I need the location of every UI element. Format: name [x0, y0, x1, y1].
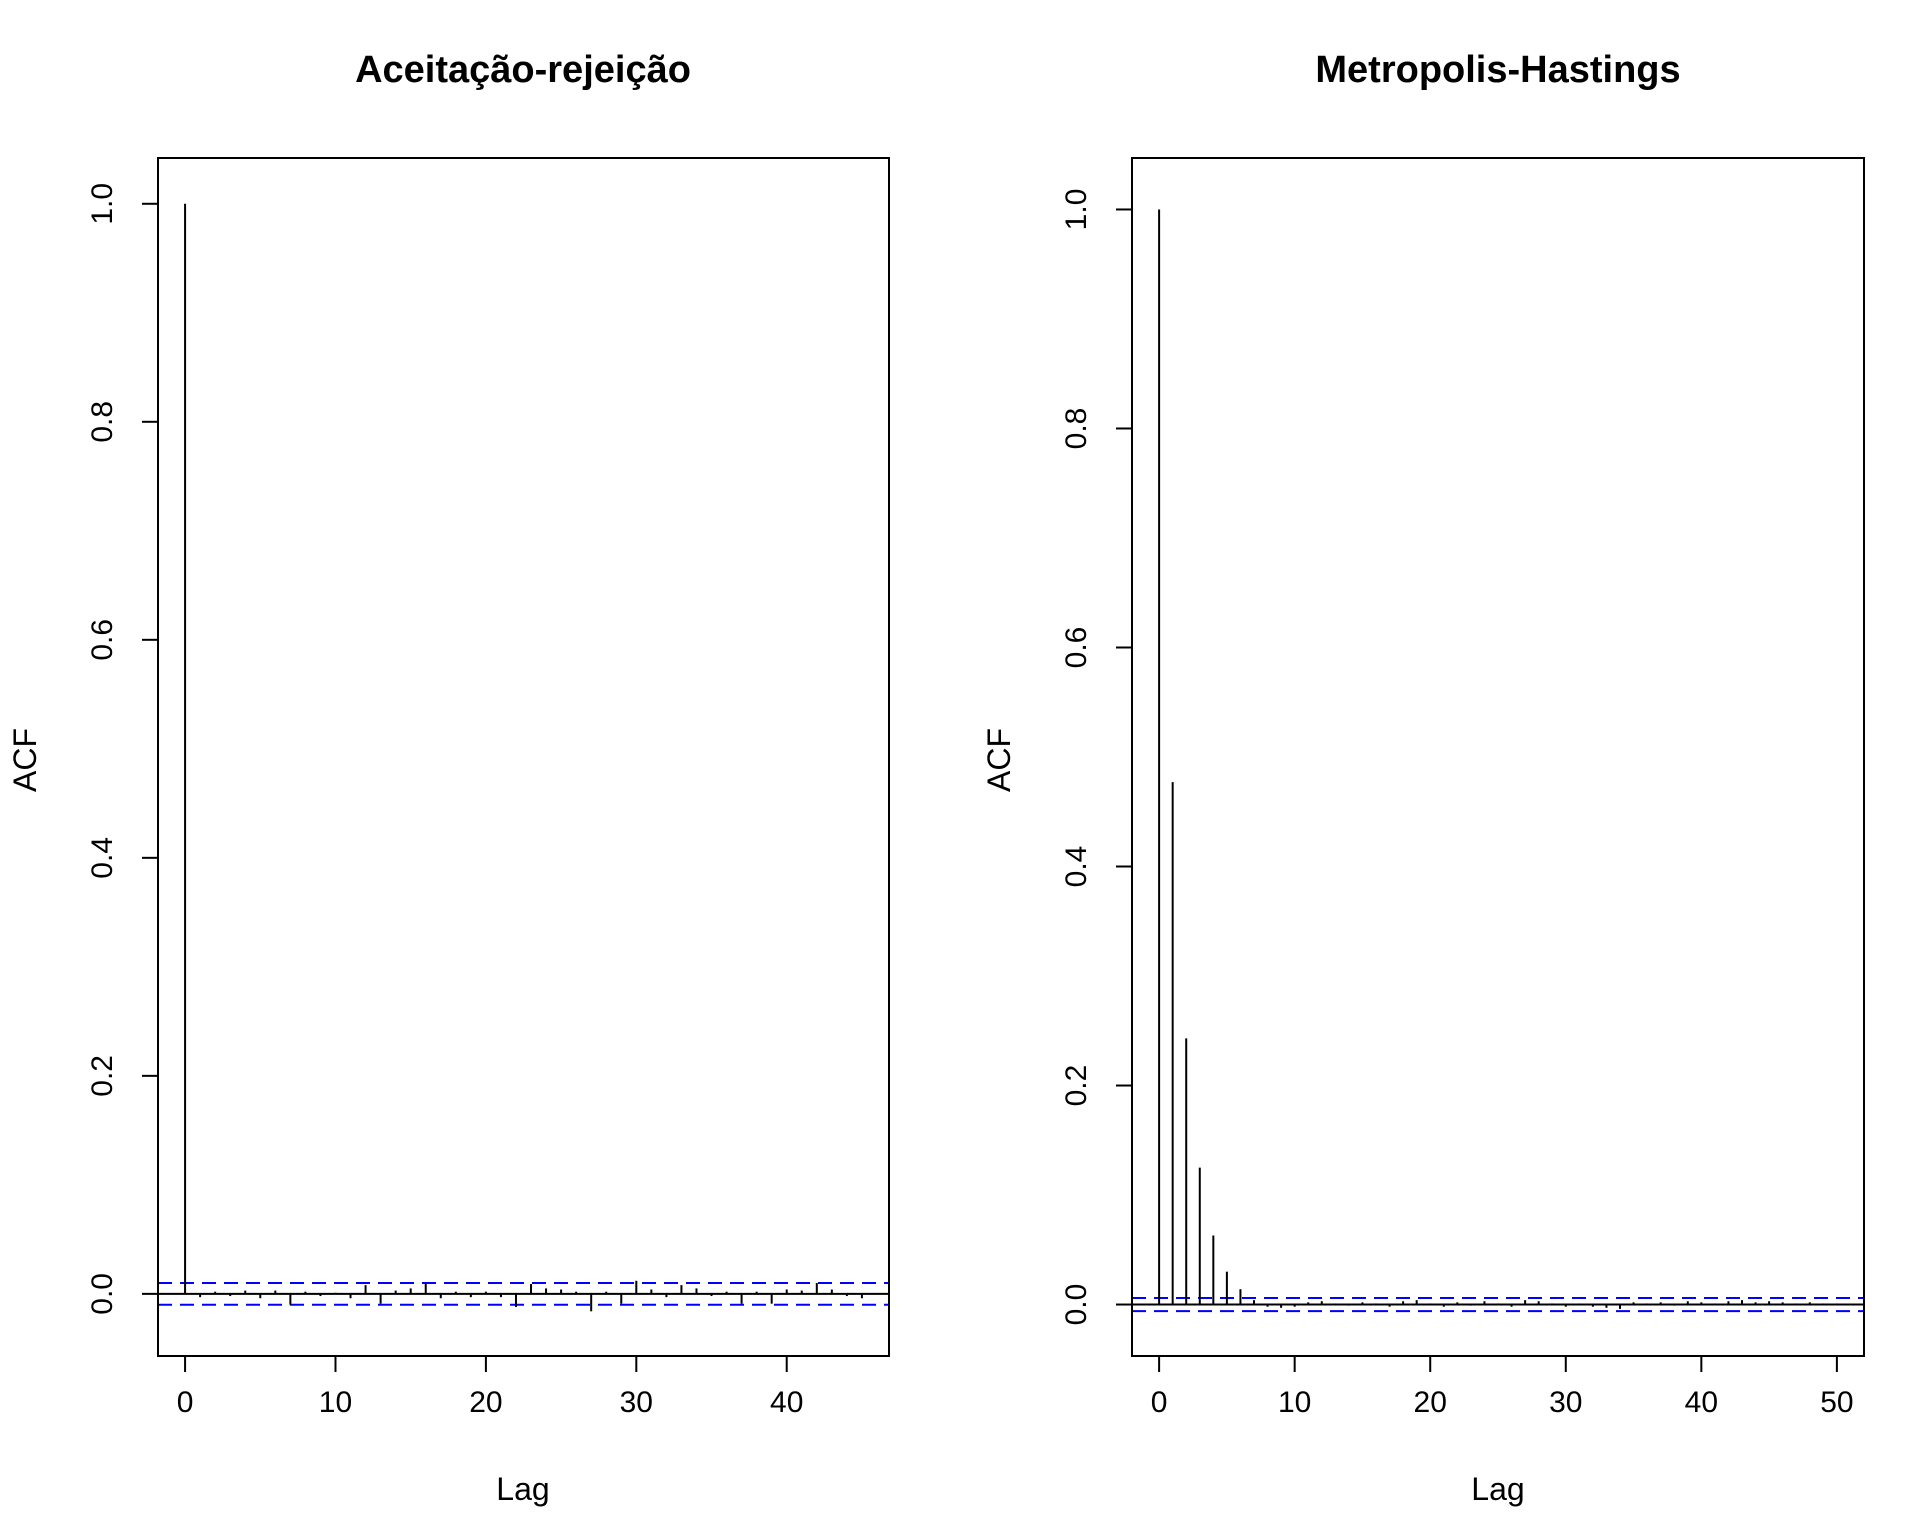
x-tick-label: 40 [1685, 1386, 1718, 1419]
x-tick-label: 20 [1414, 1386, 1447, 1419]
x-axis-ticks: 0 10 20 30 40 [177, 1356, 803, 1419]
y-tick-label: 1.0 [86, 183, 119, 225]
y-axis-ticks: 0.0 0.2 0.4 0.6 0.8 1.0 [1060, 189, 1132, 1326]
x-tick-label: 50 [1820, 1386, 1853, 1419]
x-tick-label: 0 [177, 1386, 194, 1419]
plot-frame [1131, 157, 1865, 1357]
x-axis-label: Lag [496, 1471, 549, 1507]
y-tick-label: 0.2 [86, 1055, 119, 1097]
y-tick-label: 0.0 [1060, 1284, 1093, 1326]
y-tick-label: 0.4 [86, 837, 119, 879]
y-tick-label: 1.0 [1060, 189, 1093, 231]
x-tick-label: 0 [1151, 1386, 1168, 1419]
x-tick-label: 30 [620, 1386, 653, 1419]
y-tick-label: 0.2 [1060, 1065, 1093, 1107]
y-tick-label: 0.8 [1060, 408, 1093, 450]
x-tick-label: 10 [1278, 1386, 1311, 1419]
y-tick-label: 0.0 [86, 1273, 119, 1315]
y-tick-label: 0.4 [1060, 846, 1093, 888]
chart-title: Aceitação-rejeição [355, 49, 691, 91]
y-axis-ticks: 0.0 0.2 0.4 0.6 0.8 1.0 [86, 183, 158, 1315]
y-axis-label: ACF [7, 728, 43, 792]
y-tick-label: 0.6 [1060, 627, 1093, 669]
x-tick-label: 30 [1549, 1386, 1582, 1419]
chart-title: Metropolis-Hastings [1315, 49, 1680, 91]
plot-frame [157, 157, 890, 1357]
acf-bars [1158, 209, 1838, 1309]
x-axis-label: Lag [1471, 1471, 1524, 1507]
acf-panel-aceitacao-rejeicao: Aceitação-rejeição ACF Lag 0 10 20 30 40 0.0… [7, 49, 890, 1507]
x-tick-label: 40 [770, 1386, 803, 1419]
x-axis-ticks: 0 10 20 30 40 50 [1151, 1356, 1854, 1419]
y-axis-label: ACF [981, 728, 1017, 792]
y-tick-label: 0.6 [86, 619, 119, 661]
x-tick-label: 20 [469, 1386, 502, 1419]
y-tick-label: 0.8 [86, 401, 119, 443]
x-tick-label: 10 [319, 1386, 352, 1419]
acf-bars [184, 203, 863, 1312]
acf-panel-metropolis-hastings: Metropolis-Hastings ACF Lag 0 10 20 30 40 50 … [981, 49, 1865, 1507]
